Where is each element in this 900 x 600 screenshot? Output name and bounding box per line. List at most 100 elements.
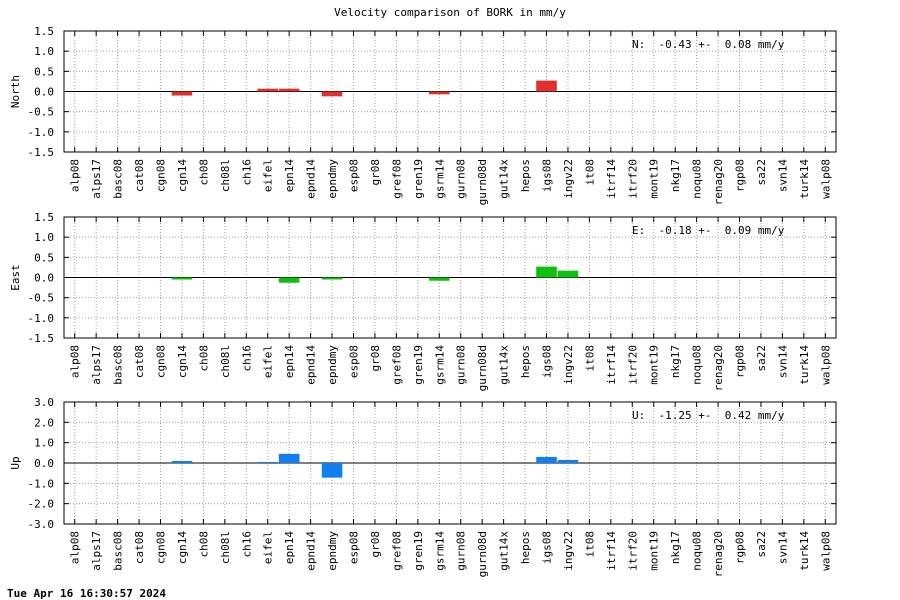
x-tick-label-it08: it08 [583, 531, 596, 558]
x-tick-label-mont19: mont19 [648, 159, 661, 199]
x-tick-label-cgn08: cgn08 [155, 531, 168, 564]
y-tick-label: -1.0 [28, 312, 55, 325]
bar-igs08 [536, 456, 557, 463]
x-tick-label-renag20: renag20 [712, 345, 725, 391]
y-tick-label: 0.0 [34, 272, 54, 285]
bar-epndmy [321, 277, 343, 280]
bar-cgn14 [171, 460, 193, 463]
y-tick-label: -1.0 [28, 477, 55, 490]
x-tick-label-cat08: cat08 [133, 345, 146, 378]
y-tick-label: -1.5 [28, 146, 55, 159]
x-tick-label-ch16: ch16 [240, 345, 253, 372]
x-tick-label-eifel: eifel [262, 345, 275, 378]
y-tick-label: 1.0 [34, 231, 54, 244]
y-tick-label: 1.0 [34, 45, 54, 58]
x-tick-label-it08: it08 [583, 159, 596, 186]
bar-cgn14 [171, 277, 193, 280]
x-tick-label-alps17: alps17 [90, 345, 103, 385]
x-tick-label-walp08: walp08 [819, 531, 832, 571]
x-tick-label-nkg17: nkg17 [669, 345, 682, 378]
y-tick-label: 0.5 [34, 65, 54, 78]
y-axis-label: North [9, 75, 22, 108]
x-tick-label-ingv22: ingv22 [562, 531, 575, 571]
chart-title: Velocity comparison of BORK in mm/y [334, 6, 566, 19]
y-tick-label: 0.0 [34, 86, 54, 99]
x-tick-label-cgn08: cgn08 [155, 159, 168, 192]
x-tick-label-basc08: basc08 [112, 345, 125, 385]
x-tick-label-gurn08d: gurn08d [476, 345, 489, 391]
x-tick-label-gsrm14: gsrm14 [433, 531, 446, 571]
stat-annotation: N: -0.43 +- 0.08 mm/y [632, 38, 785, 51]
x-tick-label-itrf20: itrf20 [626, 345, 639, 385]
x-tick-label-gut14x: gut14x [498, 531, 511, 571]
x-tick-label-noqu08: noqu08 [691, 159, 704, 199]
stat-annotation: U: -1.25 +- 0.42 mm/y [632, 409, 785, 422]
x-tick-label-ch16: ch16 [240, 531, 253, 558]
y-tick-label: 2.0 [34, 416, 54, 429]
bar-ingv22 [557, 459, 579, 463]
bar-epn14 [278, 88, 300, 92]
y-tick-label: -1.0 [28, 126, 55, 139]
x-tick-label-mont19: mont19 [648, 345, 661, 385]
x-tick-label-cat08: cat08 [133, 159, 146, 192]
x-tick-label-basc08: basc08 [112, 531, 125, 571]
x-tick-label-itrf14: itrf14 [605, 159, 618, 199]
x-tick-label-noqu08: noqu08 [691, 531, 704, 571]
x-tick-label-alps17: alps17 [90, 159, 103, 199]
x-tick-label-walp08: walp08 [819, 345, 832, 385]
bar-epndmy [321, 91, 343, 97]
panel-north: 1.5 1.0 0.5 0.0 -0.5 -1.0 -1.5 alp08 alps17 basc0… [9, 25, 837, 205]
x-tick-label-rgp08: rgp08 [734, 531, 747, 564]
timestamp-footer: Tue Apr 16 16:30:57 2024 [7, 587, 166, 600]
x-tick-label-cgn14: cgn14 [176, 345, 189, 378]
x-tick-label-cat08: cat08 [133, 531, 146, 564]
x-tick-label-epnd14: epnd14 [305, 531, 318, 571]
x-tick-label-esp08: esp08 [348, 531, 361, 564]
stat-annotation: E: -0.18 +- 0.09 mm/y [632, 224, 785, 237]
x-tick-label-epn14: epn14 [283, 531, 296, 564]
x-tick-label-turk14: turk14 [798, 345, 811, 385]
x-tick-label-gurn08d: gurn08d [476, 159, 489, 205]
x-tick-label-cgn14: cgn14 [176, 159, 189, 192]
y-tick-label: 0.0 [34, 457, 54, 470]
x-tick-label-igs08: igs08 [541, 159, 554, 192]
x-tick-label-sa22: sa22 [755, 159, 768, 186]
x-tick-label-svn14: svn14 [776, 159, 789, 192]
x-tick-label-igs08: igs08 [541, 345, 554, 378]
panel-up: 3.0 2.0 1.0 0.0 -1.0 -2.0 -3.0 alp08 alps17 basc0… [9, 396, 837, 577]
x-tick-label-epn14: epn14 [283, 159, 296, 192]
x-tick-label-gsrm14: gsrm14 [433, 345, 446, 385]
x-tick-label-alp08: alp08 [69, 345, 82, 378]
bar-epn14 [278, 453, 300, 463]
y-tick-label: -1.5 [28, 332, 55, 345]
y-tick-label: 1.0 [34, 437, 54, 450]
x-tick-label-turk14: turk14 [798, 531, 811, 571]
x-tick-label-gren19: gren19 [412, 159, 425, 199]
x-tick-label-itrf14: itrf14 [605, 531, 618, 571]
y-tick-label: 1.5 [34, 25, 54, 38]
y-tick-label: -0.5 [28, 292, 55, 305]
x-tick-label-gr08: gr08 [369, 159, 382, 186]
x-tick-label-esp08: esp08 [348, 159, 361, 192]
x-tick-label-svn14: svn14 [776, 345, 789, 378]
x-tick-label-gurn08d: gurn08d [476, 531, 489, 577]
bar-eifel [257, 88, 279, 92]
y-axis-label: Up [9, 456, 22, 469]
y-tick-label: 0.5 [34, 251, 54, 264]
x-tick-label-rgp08: rgp08 [734, 159, 747, 192]
y-tick-label: 1.5 [34, 211, 54, 224]
x-tick-label-sa22: sa22 [755, 345, 768, 372]
x-tick-label-hepos: hepos [519, 531, 532, 564]
x-tick-label-hepos: hepos [519, 345, 532, 378]
bar-eifel [257, 461, 279, 463]
x-tick-label-gurn08: gurn08 [455, 159, 468, 199]
x-tick-label-ch08l: ch08l [219, 345, 232, 378]
bar-epndmy [321, 463, 343, 478]
y-tick-label: -3.0 [28, 518, 55, 531]
x-tick-label-rgp08: rgp08 [734, 345, 747, 378]
x-tick-label-gren19: gren19 [412, 531, 425, 571]
x-tick-label-gren19: gren19 [412, 345, 425, 385]
x-tick-label-gref08: gref08 [390, 159, 403, 199]
x-tick-label-ch08: ch08 [197, 345, 210, 372]
